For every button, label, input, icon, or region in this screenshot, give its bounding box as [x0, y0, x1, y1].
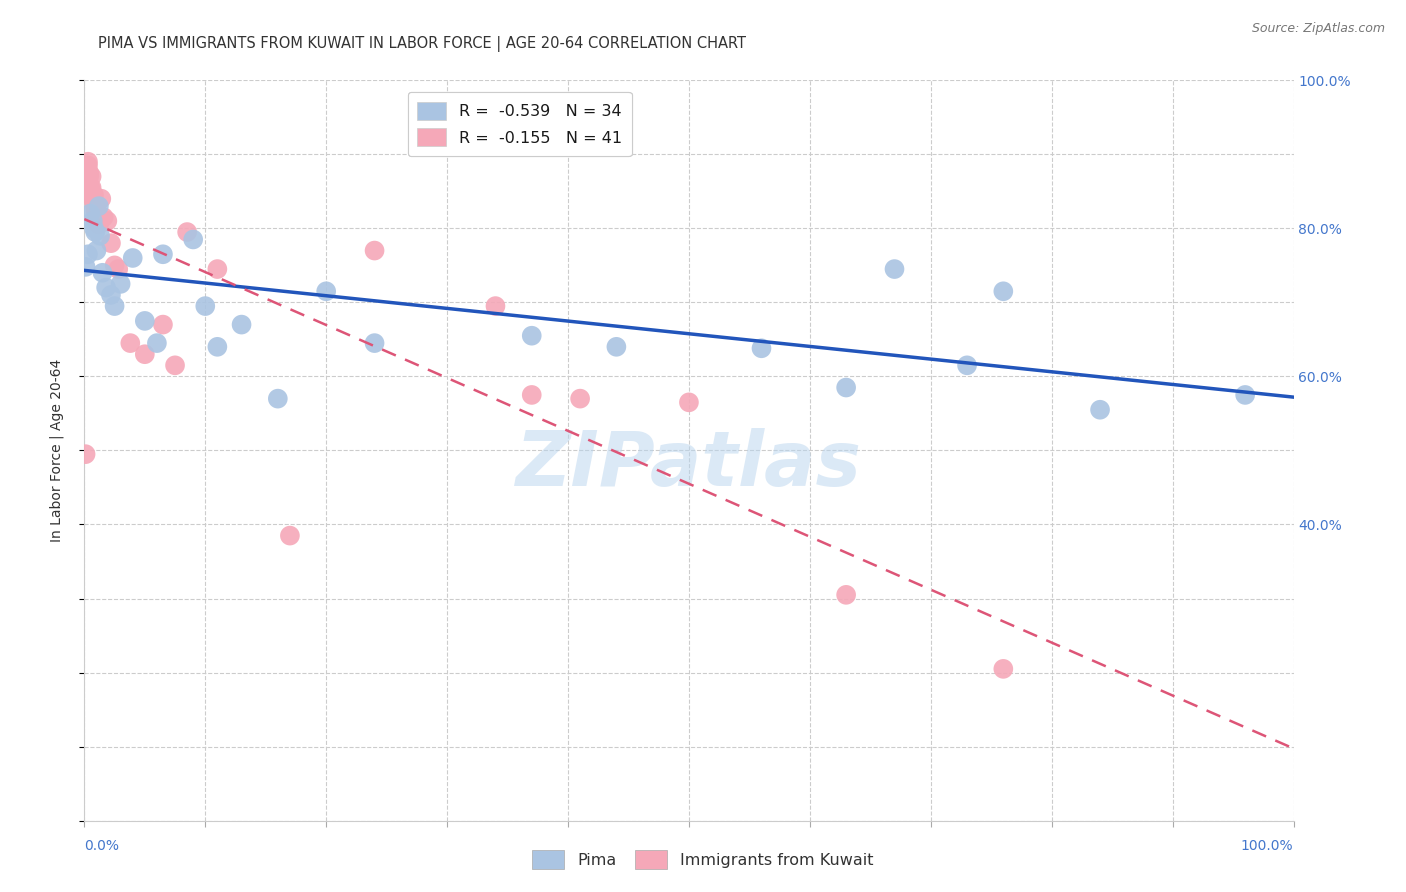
Point [104, 259, 127, 273]
Point [86, 244, 108, 258]
Point [100, 236, 122, 251]
Point [883, 262, 905, 277]
Point [569, 392, 592, 406]
Point [82, 192, 104, 206]
Point [84, 225, 107, 239]
Point [89, 228, 111, 243]
Point [83, 221, 105, 235]
Point [134, 314, 156, 328]
Point [315, 285, 337, 299]
Point [80, 169, 103, 184]
Point [993, 285, 1015, 299]
Point [956, 359, 979, 373]
Point [90, 192, 112, 206]
Point [76, 162, 98, 177]
Point [96, 214, 118, 228]
Point [77, 158, 100, 172]
Point [94, 280, 117, 294]
Point [520, 388, 543, 402]
Point [107, 262, 129, 277]
Point [84, 202, 107, 217]
Point [520, 328, 543, 343]
Point [83, 188, 105, 202]
Point [1088, 402, 1111, 417]
Point [152, 318, 174, 332]
Point [267, 392, 290, 406]
Point [86, 211, 108, 225]
Text: 0.0%: 0.0% [84, 839, 120, 853]
Point [76, 166, 98, 180]
Point [121, 251, 143, 265]
Point [751, 341, 773, 355]
Point [75, 447, 97, 461]
Point [77, 169, 100, 184]
Point [231, 318, 253, 332]
Point [181, 232, 204, 246]
Point [134, 347, 156, 361]
Point [152, 247, 174, 261]
Point [605, 340, 627, 354]
Point [110, 277, 132, 291]
Point [100, 288, 122, 302]
Point [79, 206, 101, 220]
Point [87, 218, 110, 232]
Point [1234, 388, 1257, 402]
Point [363, 336, 385, 351]
Point [194, 299, 217, 313]
Point [835, 588, 858, 602]
Point [484, 299, 506, 313]
Point [363, 244, 385, 258]
Legend: Pima, Immigrants from Kuwait: Pima, Immigrants from Kuwait [526, 844, 880, 875]
Point [835, 380, 858, 394]
Text: Source: ZipAtlas.com: Source: ZipAtlas.com [1251, 22, 1385, 36]
Point [678, 395, 700, 409]
Point [79, 180, 101, 194]
Point [84, 199, 107, 213]
Point [82, 214, 104, 228]
Point [77, 166, 100, 180]
Point [91, 266, 114, 280]
Point [207, 262, 229, 277]
Text: PIMA VS IMMIGRANTS FROM KUWAIT IN LABOR FORCE | AGE 20-64 CORRELATION CHART: PIMA VS IMMIGRANTS FROM KUWAIT IN LABOR … [98, 36, 747, 52]
Point [278, 528, 301, 542]
Point [83, 195, 105, 210]
Point [93, 211, 115, 225]
Text: 100.0%: 100.0% [1241, 839, 1294, 853]
Point [80, 180, 103, 194]
Point [86, 214, 108, 228]
Point [79, 188, 101, 202]
Point [77, 154, 100, 169]
Point [207, 340, 229, 354]
Point [82, 188, 104, 202]
Text: ZIPatlas: ZIPatlas [516, 428, 862, 502]
Point [993, 662, 1015, 676]
Point [75, 260, 97, 274]
Point [146, 336, 169, 351]
Point [77, 247, 100, 261]
Point [86, 202, 108, 217]
Point [176, 225, 198, 239]
Y-axis label: In Labor Force | Age 20-64: In Labor Force | Age 20-64 [49, 359, 63, 542]
Point [87, 199, 110, 213]
Point [120, 336, 142, 351]
Point [165, 359, 187, 373]
Point [104, 299, 127, 313]
Legend: R =  -0.539   N = 34, R =  -0.155   N = 41: R = -0.539 N = 34, R = -0.155 N = 41 [408, 92, 631, 156]
